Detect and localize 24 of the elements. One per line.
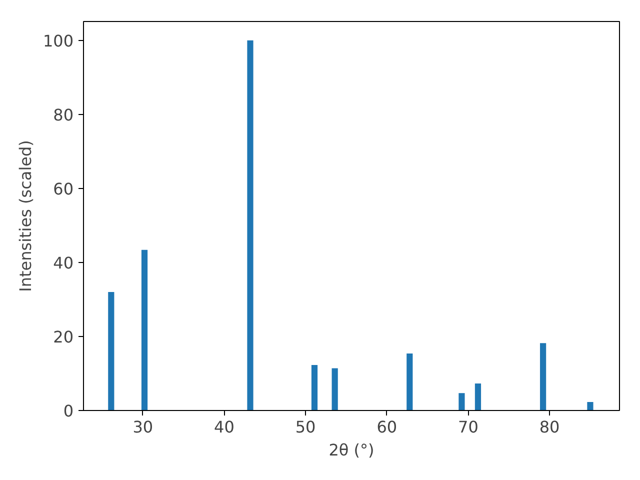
y-axis-title: Intensities (scaled): [16, 140, 35, 292]
bar: [587, 402, 594, 410]
bar: [406, 354, 413, 410]
x-tick-label: 60: [376, 418, 398, 436]
x-tick-label: 70: [458, 418, 478, 436]
x-tick-label: 40: [214, 418, 234, 436]
bar: [458, 393, 465, 410]
bar: [311, 364, 318, 410]
y-tick-label: 100: [42, 31, 74, 50]
bar: [540, 343, 546, 410]
y-tick-label: 60: [53, 179, 74, 198]
x-tick-label: 30: [132, 418, 154, 436]
y-tick-label: 0: [63, 402, 74, 420]
bar: [247, 40, 254, 410]
bar: [332, 368, 338, 410]
bar: [474, 383, 482, 410]
bar: [141, 250, 148, 410]
bar: [108, 292, 114, 410]
x-axis-title: 2θ (°): [328, 440, 374, 460]
y-tick-label: 80: [53, 105, 74, 124]
y-tick-label: 20: [53, 327, 74, 346]
x-tick-label: 80: [539, 418, 560, 436]
x-tick-label: 50: [295, 418, 316, 436]
y-tick-label: 40: [53, 253, 74, 272]
